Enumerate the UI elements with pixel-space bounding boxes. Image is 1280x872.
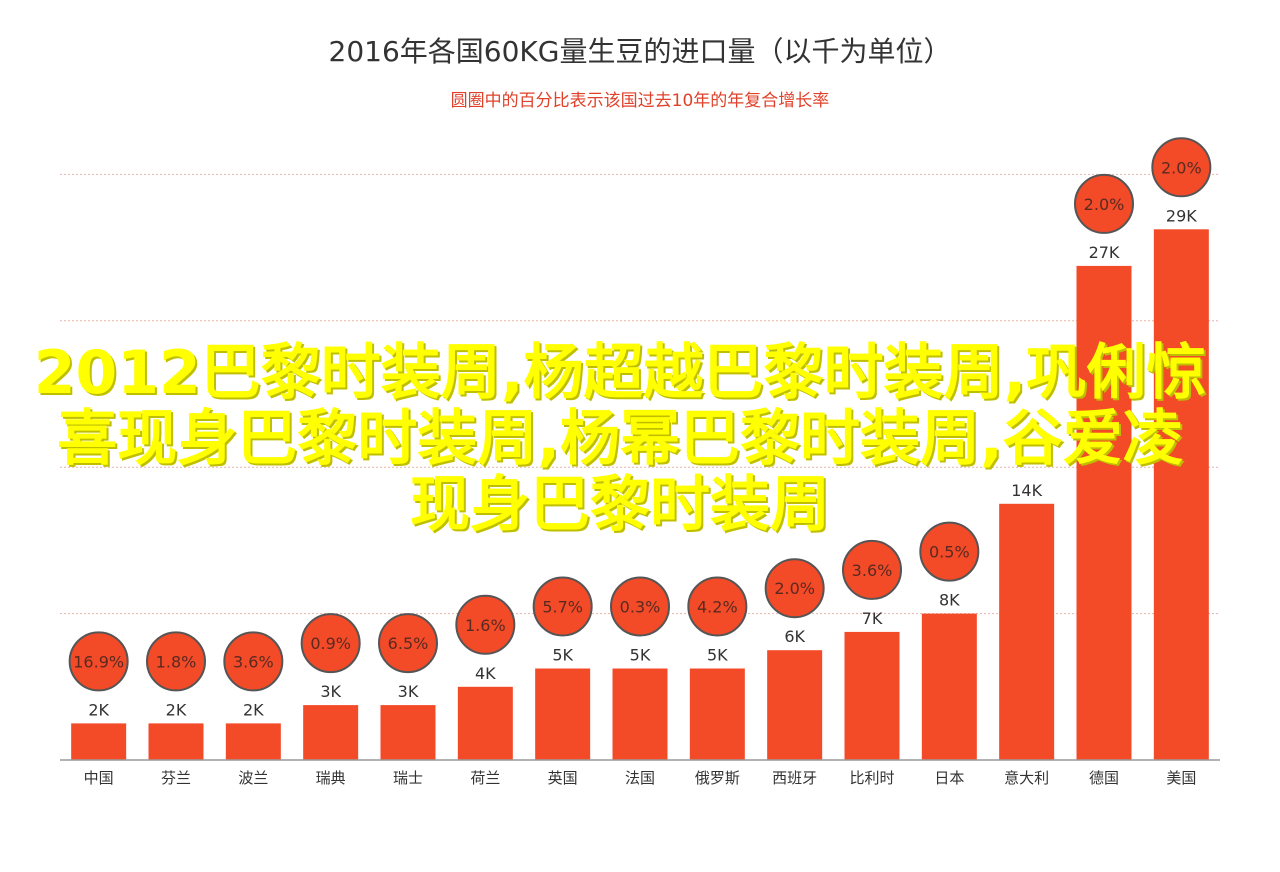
growth-circle-13 xyxy=(1074,173,1134,234)
category-label-8: 俄罗斯 xyxy=(695,769,740,787)
bar-11 xyxy=(921,613,977,760)
bar-4 xyxy=(380,705,436,760)
bar-9 xyxy=(767,650,823,760)
growth-circle-8 xyxy=(687,576,748,637)
growth-circle-11 xyxy=(919,521,980,582)
category-label-10: 比利时 xyxy=(849,769,894,787)
category-label-3: 瑞典 xyxy=(316,769,346,787)
growth-label-4: 6.5% xyxy=(388,634,429,653)
value-label-0: 2K xyxy=(88,700,109,719)
growth-label-10: 3.6% xyxy=(852,561,893,580)
bar-13 xyxy=(1076,265,1132,760)
category-label-4: 瑞士 xyxy=(393,769,423,787)
growth-circle-2 xyxy=(223,631,284,692)
growth-label-0: 16.9% xyxy=(73,652,124,671)
value-label-13: 27K xyxy=(1089,243,1120,262)
bar-10 xyxy=(844,631,900,760)
growth-label-14: 2.0% xyxy=(1161,158,1202,177)
category-label-0: 中国 xyxy=(84,769,114,787)
growth-label-9: 2.0% xyxy=(774,579,815,598)
growth-circle-9 xyxy=(764,558,825,619)
growth-label-13: 2.0% xyxy=(1084,195,1125,214)
growth-label-11: 0.5% xyxy=(929,543,970,562)
bar-0 xyxy=(71,723,127,760)
category-label-14: 美国 xyxy=(1166,769,1196,787)
growth-circle-4 xyxy=(378,613,438,674)
category-label-2: 波兰 xyxy=(238,769,268,787)
value-label-1: 2K xyxy=(166,700,187,719)
bar-5 xyxy=(457,686,513,760)
chart-subtitle: 圆圈中的百分比表示该国过去10年的年复合增长率 xyxy=(450,91,830,111)
category-label-5: 荷兰 xyxy=(470,769,500,787)
category-label-9: 西班牙 xyxy=(772,769,817,787)
category-label-1: 芬兰 xyxy=(161,769,191,787)
growth-label-5: 1.6% xyxy=(465,616,506,635)
bar-3 xyxy=(303,705,359,760)
value-label-9: 6K xyxy=(784,627,805,646)
growth-label-3: 0.9% xyxy=(310,634,351,653)
bar-12 xyxy=(999,503,1055,760)
growth-circle-14 xyxy=(1151,137,1212,198)
growth-circle-6 xyxy=(532,576,593,637)
value-label-6: 5K xyxy=(552,646,573,665)
value-label-11: 8K xyxy=(939,591,960,610)
value-label-12: 14K xyxy=(1011,481,1042,500)
growth-circle-0 xyxy=(68,631,129,692)
growth-circle-3 xyxy=(300,613,361,674)
growth-circle-10 xyxy=(842,539,902,600)
bar-2 xyxy=(225,723,281,760)
bar-6 xyxy=(535,668,591,760)
growth-label-6: 5.7% xyxy=(542,598,583,617)
growth-label-1: 1.8% xyxy=(156,652,197,671)
category-label-12: 意大利 xyxy=(1004,769,1049,787)
growth-circle-5 xyxy=(455,594,516,655)
growth-circle-7 xyxy=(610,576,670,637)
bar-7 xyxy=(612,668,668,760)
chart-title: 2016年各国60KG量生豆的进口量（以千为单位） xyxy=(328,35,952,68)
growth-label-7: 0.3% xyxy=(620,598,661,617)
growth-label-8: 4.2% xyxy=(697,598,738,617)
category-label-7: 法国 xyxy=(625,769,655,787)
value-label-4: 3K xyxy=(398,682,419,701)
value-label-10: 7K xyxy=(862,609,883,628)
value-label-7: 5K xyxy=(630,646,651,665)
value-label-8: 5K xyxy=(707,646,728,665)
bar-1 xyxy=(148,723,204,760)
value-label-5: 4K xyxy=(475,664,496,683)
category-label-6: 英国 xyxy=(548,769,578,787)
category-label-13: 德国 xyxy=(1089,769,1119,787)
category-label-11: 日本 xyxy=(934,769,964,787)
value-label-14: 29K xyxy=(1166,206,1197,225)
value-label-3: 3K xyxy=(320,682,341,701)
growth-circle-1 xyxy=(146,631,206,692)
value-label-2: 2K xyxy=(243,700,264,719)
growth-label-2: 3.6% xyxy=(233,652,274,671)
bar-14 xyxy=(1153,229,1209,761)
bar-8 xyxy=(689,668,745,760)
